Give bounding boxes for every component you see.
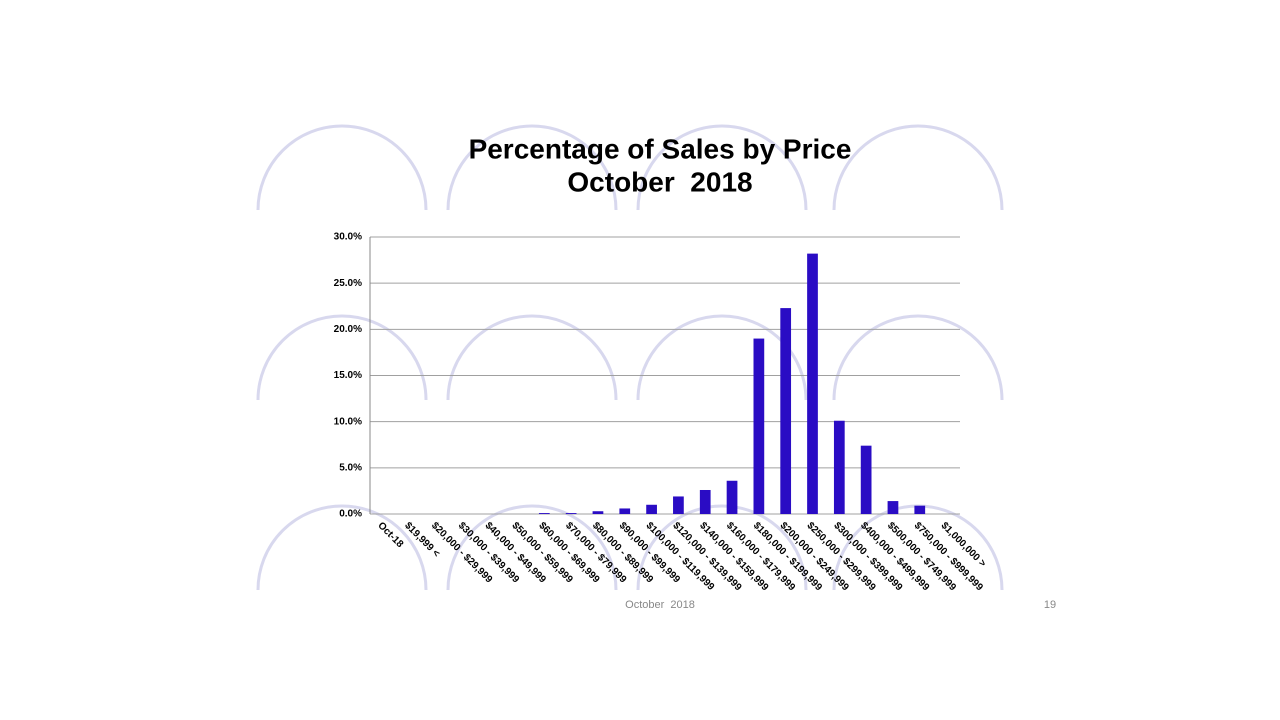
bar (914, 505, 926, 514)
bar (592, 511, 604, 514)
bar (538, 513, 550, 514)
y-tick-label: 10.0% (334, 416, 362, 427)
y-tick-label: 25.0% (334, 278, 362, 289)
y-tick-label: 0.0% (339, 509, 362, 520)
watermark (256, 124, 1004, 591)
bar (646, 504, 657, 514)
bar (753, 338, 765, 514)
y-tick-label: 20.0% (334, 324, 362, 335)
y-tick-label: 5.0% (339, 462, 362, 473)
footer-text: October 2018 (625, 599, 695, 611)
y-tick-label: 15.0% (334, 370, 362, 381)
chart-title: Percentage of Sales by Price (469, 133, 852, 164)
bar (780, 308, 792, 514)
bar (619, 508, 631, 514)
bar (726, 480, 738, 514)
bar (565, 513, 577, 514)
bar (807, 253, 818, 514)
y-tick-label: 30.0% (334, 232, 362, 243)
x-tick-label: Oct-18 (375, 520, 405, 550)
bar (673, 496, 684, 514)
bar (833, 420, 845, 514)
chart-subtitle: October 2018 (567, 166, 752, 197)
bar (887, 501, 899, 514)
page-number: 19 (1044, 599, 1056, 611)
bar (699, 489, 711, 514)
bar (860, 445, 872, 514)
